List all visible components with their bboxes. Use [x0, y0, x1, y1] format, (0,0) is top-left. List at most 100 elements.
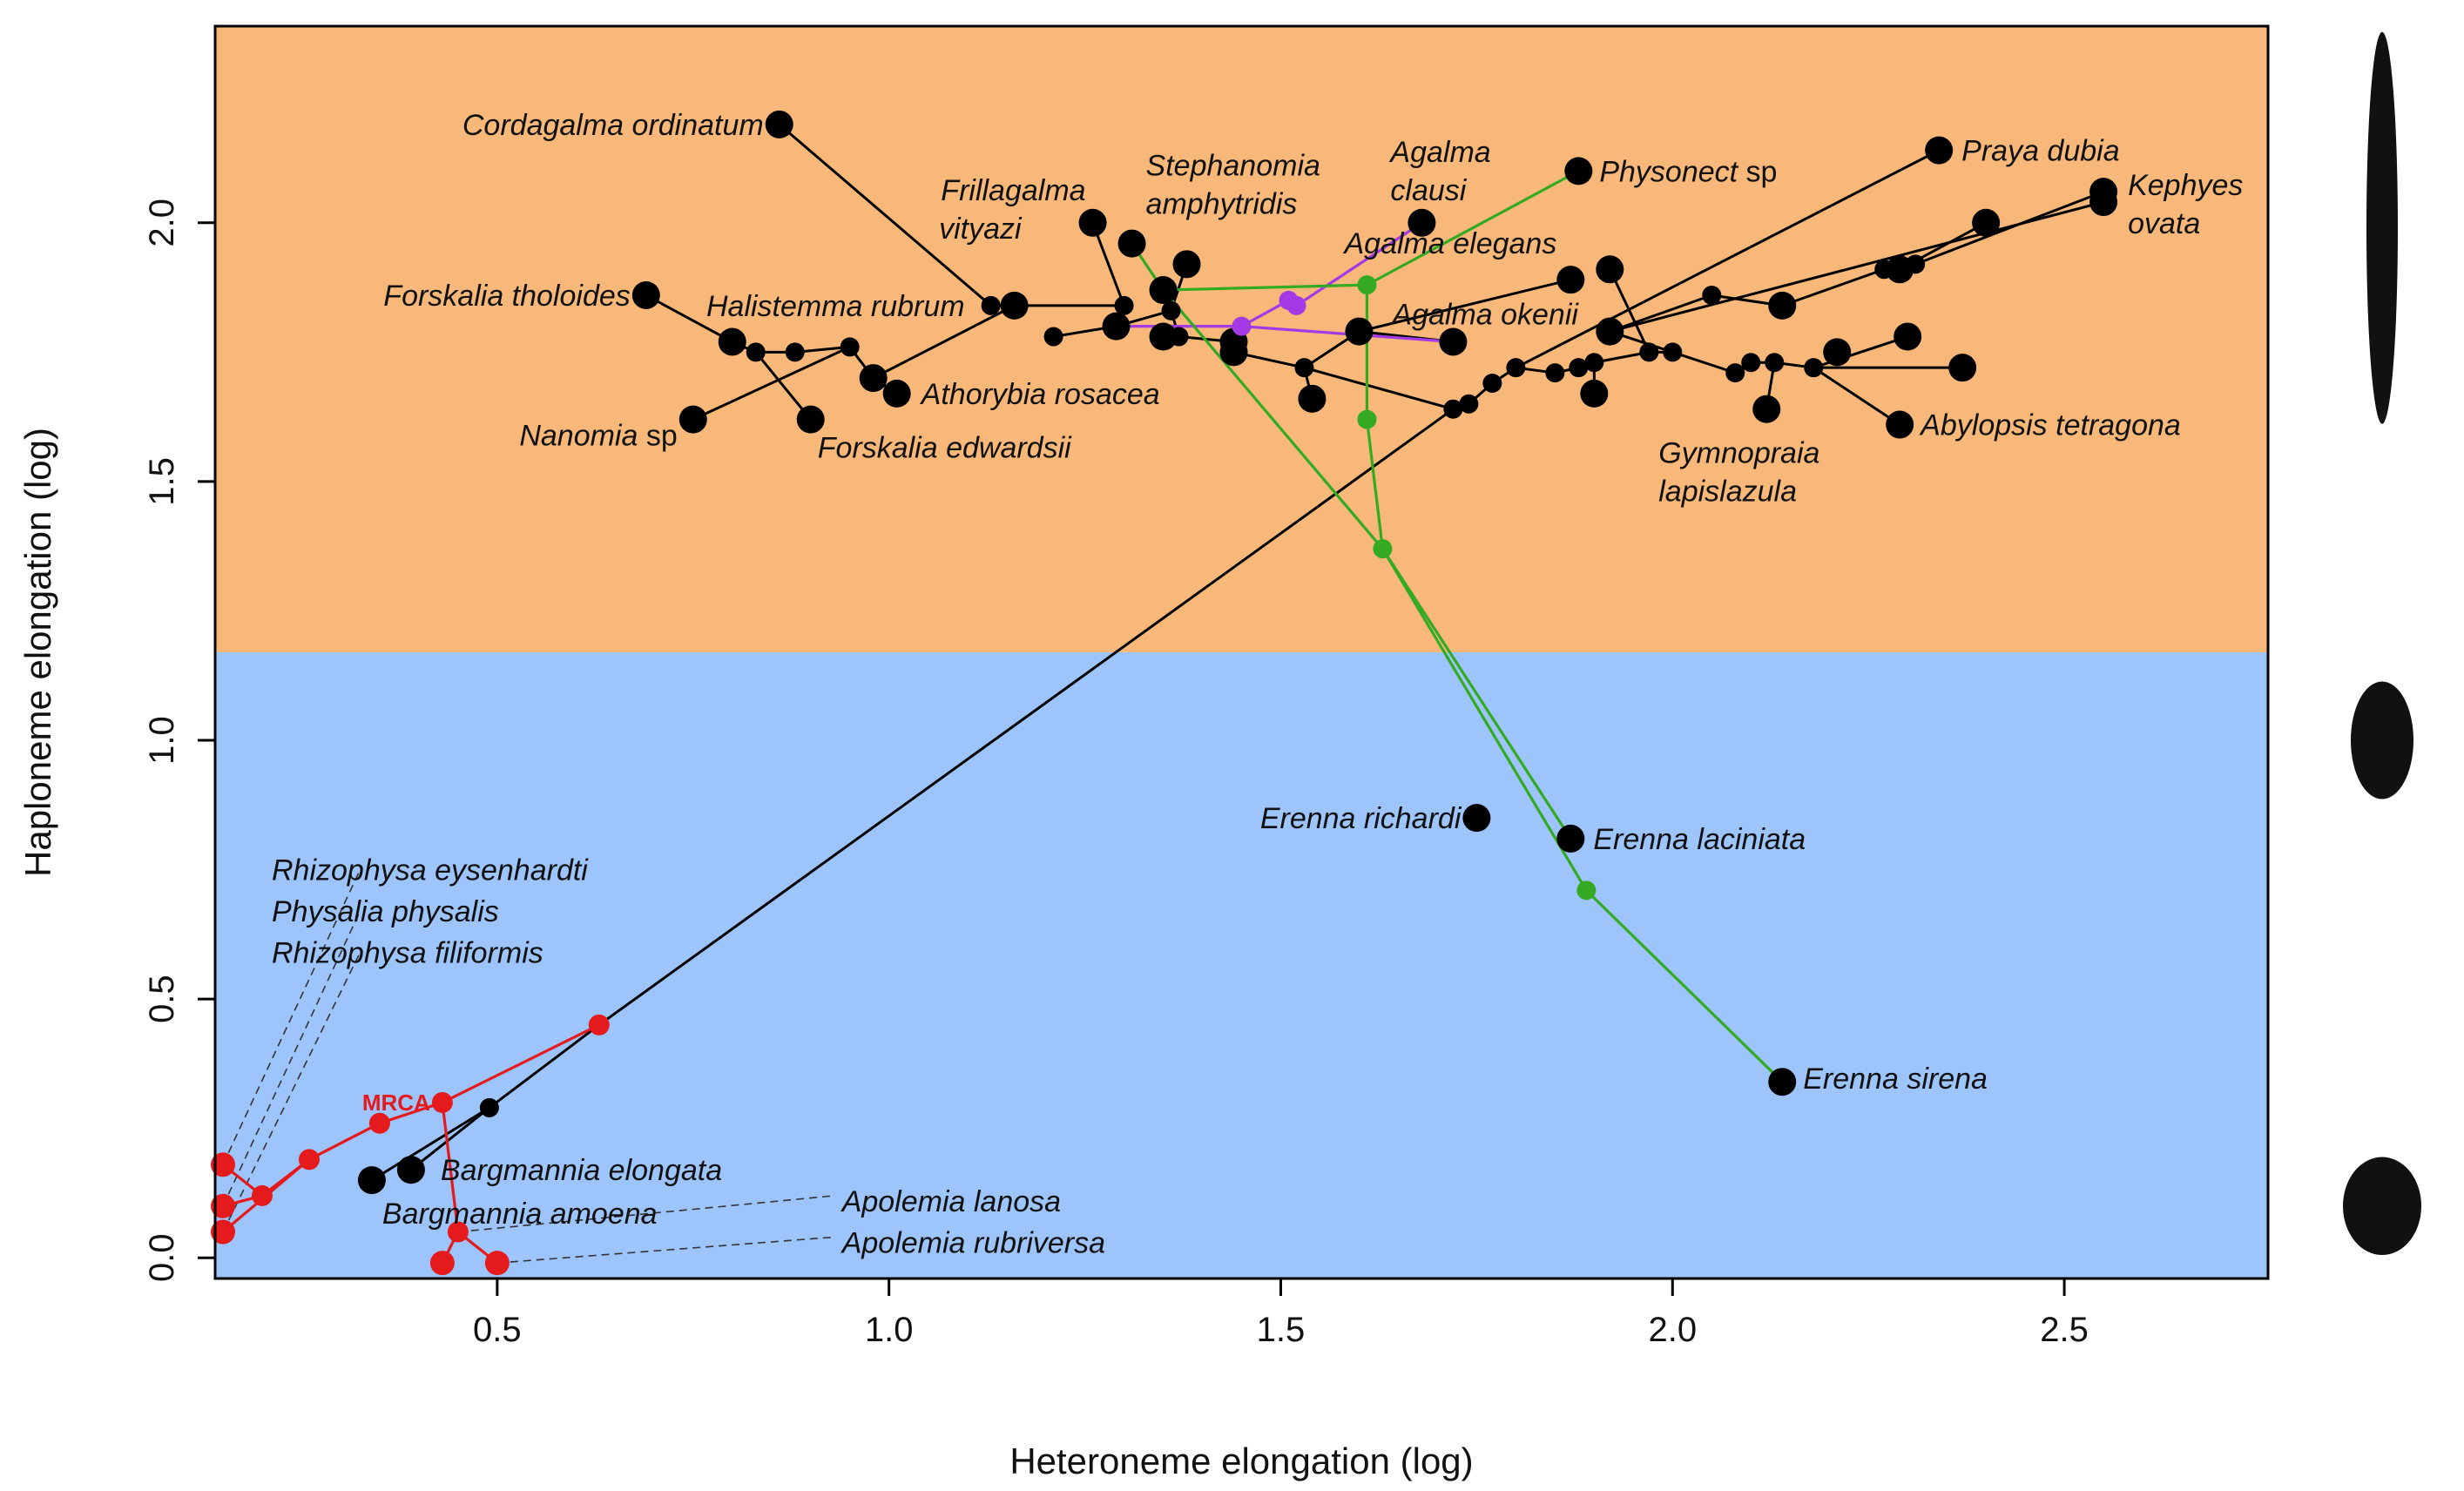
node-n_fb: [746, 342, 766, 362]
node-barg_n: [479, 1097, 499, 1117]
node-n_ag: [1702, 285, 1722, 305]
node-n_g: [1043, 327, 1063, 347]
x-tick-label-1: 0.5: [473, 1311, 522, 1349]
species-label-rhiz_e: Rhizophysa eysenhardti: [272, 854, 589, 887]
species-label-athor: Athorybia rosacea: [920, 378, 1160, 411]
node-e_sir: [1768, 1068, 1797, 1096]
species-label-e_sir: Erenna sirena: [1803, 1063, 1988, 1096]
node-n_aa: [1584, 353, 1604, 373]
node-n_ae: [1639, 342, 1659, 362]
species-label-fors_t: Forskalia tholoides: [383, 280, 630, 313]
species-label-acl2: clausi: [1390, 174, 1467, 207]
node-e_lac: [1556, 824, 1585, 853]
node-g4: [1576, 880, 1597, 901]
species-label-aeleg: Agalma elegans: [1343, 227, 1557, 260]
species-label-e_rich: Erenna richardi: [1260, 802, 1462, 835]
node-n_r: [1298, 384, 1327, 413]
node-f_edw: [796, 405, 825, 434]
node-fors_t: [631, 280, 660, 309]
branch-n_fb-f_edw: [754, 351, 812, 421]
branch-r_mrca-r_h: [441, 1102, 460, 1232]
y-axis: 0.0 0.5 1.0 1.5 2.0: [143, 199, 217, 1282]
branch-n_al-abyl: [1813, 366, 1901, 426]
branch-n_j-g1: [1163, 283, 1367, 292]
species-label-apo_r: Apolemia rubriversa: [840, 1226, 1105, 1259]
node-r_anc: [588, 1014, 610, 1036]
branch-hal2-n_fe: [872, 304, 1016, 380]
branch-n_h-frill: [1091, 222, 1125, 307]
branch-g1-phys: [1366, 169, 1580, 287]
species-label-hal: Halistemma rubrum: [706, 290, 965, 323]
node-aclaus: [1408, 208, 1436, 237]
species-label-barg_el: Bargmannia elongata: [441, 1154, 722, 1187]
node-r_h: [447, 1221, 469, 1243]
node-n_aj: [1765, 353, 1785, 373]
node-n_aq: [1894, 322, 1922, 351]
node-n_fe: [859, 364, 888, 393]
y-axis-label: Haploneme elongation (log): [17, 428, 58, 877]
species-label-e_lac: Erenna laciniata: [1593, 823, 1806, 856]
node-n_al: [1804, 358, 1824, 378]
node-n_fd: [840, 337, 860, 357]
branch-g3-e_lac: [1381, 548, 1572, 840]
species-label-frill2: vityazi: [939, 213, 1023, 246]
oval-ellipse-icon: [2351, 681, 2413, 799]
node-n_ap: [1906, 254, 1926, 274]
branch-hal1-cord: [778, 123, 992, 307]
branch-p2-aclaus: [1295, 221, 1423, 307]
branch-r_b-r_c: [308, 1122, 381, 1161]
tree-nodes: [210, 110, 2118, 1276]
species-label-keph1: Kephyes: [2128, 169, 2243, 202]
species-label-gymno2: lapislazula: [1658, 476, 1797, 509]
node-n_ak: [1768, 291, 1797, 320]
node-n_ah: [1725, 363, 1745, 383]
node-r_j: [484, 1251, 510, 1276]
branch-n_fd-nano: [692, 346, 851, 421]
node-r_e: [210, 1152, 235, 1177]
species-label-keph2: ovata: [2128, 207, 2200, 240]
branch-r_anc-r_mrca: [442, 1023, 600, 1104]
lower-region: [215, 652, 2268, 1278]
node-aoken: [1439, 327, 1468, 356]
node-n_z: [1569, 358, 1589, 378]
leader-line-2: [222, 910, 361, 1207]
branch-n_s-aeleg: [1359, 278, 1571, 334]
node-p2: [1286, 295, 1306, 315]
species-labels: Cordagalma ordinatum Forskalia tholoides N…: [272, 109, 2243, 1260]
node-n_x: [1506, 358, 1526, 378]
x-axis-label: Heteroneme elongation (log): [1009, 1440, 1473, 1481]
species-label-steph2: amphytridis: [1146, 188, 1298, 221]
y-tick-label-5: 2.0: [143, 199, 181, 247]
y-tick-label-3: 1.0: [143, 716, 181, 765]
branch-r_anc-n_u: [597, 408, 1455, 1027]
x-tick-label-3: 1.5: [1257, 1311, 1306, 1349]
y-tick-label-2: 0.5: [143, 975, 181, 1023]
species-label-rhiz_f: Rhizophysa filiformis: [272, 937, 543, 970]
node-n_i: [1102, 312, 1131, 341]
node-n_k: [1172, 250, 1201, 279]
branch-n_j-g3: [1162, 289, 1384, 550]
background-regions: [215, 26, 2268, 1278]
x-tick-label-4: 2.0: [1648, 1311, 1697, 1349]
node-n_m: [1149, 322, 1178, 351]
branch-n_x-praya: [1515, 149, 1940, 369]
species-label-frill1: Frillagalma: [941, 174, 1085, 207]
node-r_mrca: [431, 1091, 453, 1113]
x-tick-label-2: 1.0: [865, 1311, 914, 1349]
node-n_ab: [1580, 379, 1609, 408]
node-steph: [1117, 229, 1146, 258]
node-g3: [1373, 539, 1393, 559]
node-n_w: [1482, 374, 1502, 394]
node-aeleg: [1556, 266, 1585, 294]
node-keph2: [2089, 188, 2118, 217]
branch-g4-e_sir: [1585, 889, 1784, 1083]
node-p3: [1232, 316, 1252, 336]
branch-n_ac-n_ag: [1609, 293, 1712, 334]
branch-barg_n-barg_am: [371, 1106, 490, 1182]
x-axis: 0.5 1.0 1.5 2.0 2.5: [473, 1277, 2089, 1349]
branch-n_ak-n_an: [1781, 267, 1885, 307]
branch-r_anc-barg_n: [488, 1023, 600, 1110]
node-g2: [1357, 409, 1377, 429]
node-e_rich: [1462, 804, 1491, 833]
node-n_y: [1545, 363, 1565, 383]
